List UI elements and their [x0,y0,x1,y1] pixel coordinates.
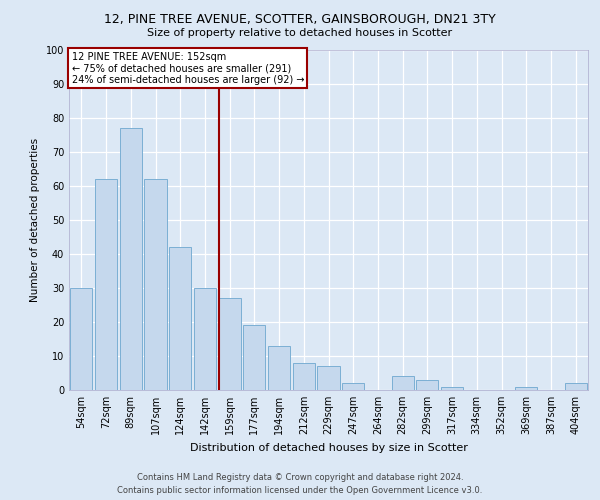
Bar [268,346,290,390]
Text: Size of property relative to detached houses in Scotter: Size of property relative to detached ho… [148,28,452,38]
Bar [392,376,414,390]
Bar [317,366,340,390]
Bar [416,380,439,390]
Bar [194,288,216,390]
Bar [218,298,241,390]
Bar [293,363,315,390]
Text: Contains HM Land Registry data © Crown copyright and database right 2024.
Contai: Contains HM Land Registry data © Crown c… [118,474,482,495]
Bar [169,247,191,390]
Bar [95,179,117,390]
Bar [243,326,265,390]
Bar [515,386,538,390]
Bar [145,179,167,390]
Text: 12, PINE TREE AVENUE, SCOTTER, GAINSBOROUGH, DN21 3TY: 12, PINE TREE AVENUE, SCOTTER, GAINSBORO… [104,12,496,26]
Y-axis label: Number of detached properties: Number of detached properties [30,138,40,302]
Bar [70,288,92,390]
Bar [342,383,364,390]
Text: 12 PINE TREE AVENUE: 152sqm
← 75% of detached houses are smaller (291)
24% of se: 12 PINE TREE AVENUE: 152sqm ← 75% of det… [71,52,304,85]
Bar [565,383,587,390]
Bar [119,128,142,390]
X-axis label: Distribution of detached houses by size in Scotter: Distribution of detached houses by size … [190,442,467,452]
Bar [441,386,463,390]
